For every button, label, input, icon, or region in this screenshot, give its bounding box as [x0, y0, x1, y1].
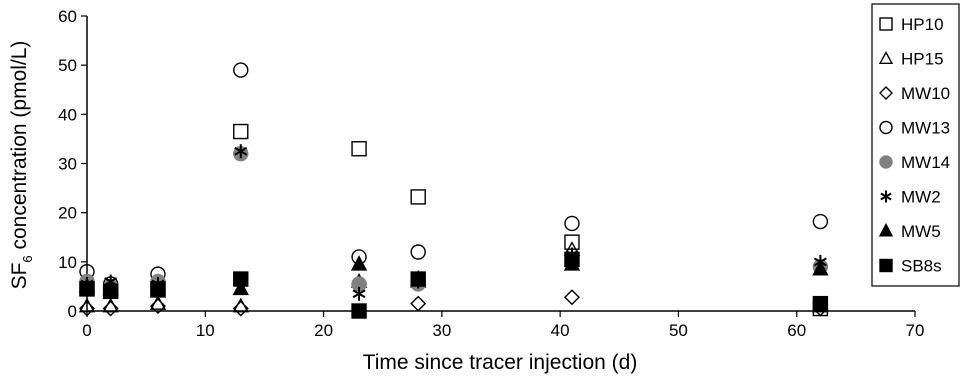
legend-marker [879, 258, 893, 273]
y-tick-label: 40 [58, 105, 77, 124]
series-mw10 [79, 275, 829, 317]
data-point [232, 300, 249, 317]
data-point [410, 271, 426, 287]
legend-label: MW2 [901, 188, 941, 207]
legend-item: MW13 [879, 119, 950, 138]
x-tick-label: 20 [314, 321, 333, 340]
legend-label: HP10 [901, 15, 944, 34]
x-tick-label: 60 [787, 321, 806, 340]
legend-marker [879, 86, 893, 100]
data-point [79, 281, 95, 297]
data-point [564, 215, 580, 232]
legend-item: MW10 [879, 84, 950, 103]
y-tick-label: 50 [58, 56, 77, 75]
x-tick-label: 10 [196, 321, 215, 340]
legend-item: MW14 [879, 153, 950, 172]
series-sb8s [79, 251, 829, 319]
x-tick-label: 30 [432, 321, 451, 340]
data-point [234, 144, 248, 159]
data-point [563, 289, 580, 306]
data-point [79, 300, 95, 317]
y-axis-label-subscript: 6 [20, 255, 35, 262]
y-tick-label: 30 [58, 155, 77, 174]
legend-box [871, 3, 960, 287]
legend-marker [878, 51, 894, 64]
legend-label: MW5 [901, 222, 941, 241]
legend: HP10 HP15 MW10 MW13 MW14 MW2 MW5 SB8s [871, 3, 960, 287]
data-point [812, 213, 829, 230]
legend-item: HP10 [879, 15, 944, 34]
data-marks [78, 62, 829, 319]
series-hp15 [78, 241, 829, 313]
legend-item: SB8s [879, 257, 942, 276]
legend-marker [879, 17, 893, 31]
legend-marker [878, 222, 894, 237]
y-tick-label: 10 [58, 253, 77, 272]
data-point [233, 123, 249, 140]
data-point [149, 298, 166, 315]
data-point [350, 255, 368, 271]
legend-label: HP15 [901, 50, 944, 69]
y-tick-label: 60 [58, 7, 77, 26]
data-point [232, 279, 249, 296]
legend-marker [879, 120, 893, 135]
x-axis-label: Time since tracer injection (d) [363, 351, 638, 374]
data-point [564, 251, 580, 268]
legend-label: MW10 [901, 84, 950, 103]
x-tick-label: 0 [82, 321, 91, 340]
data-point [351, 141, 367, 157]
legend-label: MW14 [901, 153, 950, 172]
data-point [150, 281, 166, 297]
data-point [233, 271, 249, 287]
data-point [102, 300, 119, 317]
series-mw5 [78, 255, 829, 298]
legend-label: SB8s [901, 257, 942, 276]
x-tick-label: 70 [906, 321, 925, 340]
data-point [812, 260, 829, 276]
data-point [351, 303, 367, 319]
series-hp10 [79, 123, 829, 317]
data-point [812, 295, 829, 312]
data-point [233, 62, 249, 78]
series-mw13 [79, 62, 829, 292]
legend-label: MW13 [901, 119, 950, 138]
series-mw14 [79, 145, 829, 295]
data-point [410, 295, 427, 312]
y-axis-label-suffix: concentration (pmol/L) [8, 41, 31, 256]
legend-item: HP15 [878, 50, 944, 69]
x-tick-label: 50 [669, 321, 688, 340]
y-tick-label: 0 [68, 302, 77, 321]
data-point [410, 244, 426, 260]
legend-item: MW2 [880, 188, 941, 207]
data-point [102, 283, 119, 300]
series-mw2 [80, 144, 827, 301]
axes: 0 10 20 30 40 50 60 0 10 20 30 40 50 60 70 [58, 7, 924, 340]
y-axis-label-prefix: SF [8, 263, 31, 290]
data-point [352, 286, 366, 301]
legend-marker [880, 190, 892, 203]
y-tick-label: 20 [58, 204, 77, 223]
data-point [410, 189, 426, 205]
x-tick-label: 40 [551, 321, 570, 340]
y-axis-label: SF6 concentration (pmol/L) [8, 41, 35, 290]
legend-marker [879, 155, 893, 169]
legend-item: MW5 [878, 222, 941, 241]
